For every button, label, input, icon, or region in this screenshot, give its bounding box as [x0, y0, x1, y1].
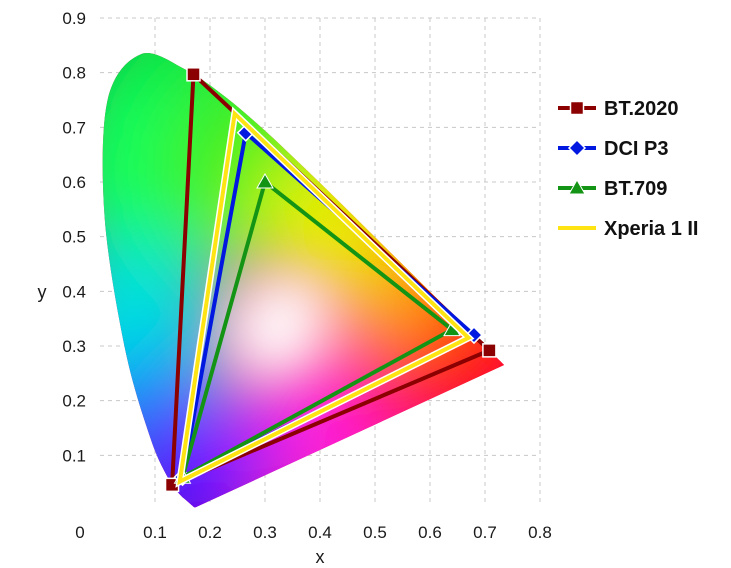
y-tick-label-7: 0.8 — [62, 64, 86, 83]
legend-label-bt-2020: BT.2020 — [604, 98, 679, 120]
y-tick-label-0: 0.1 — [62, 446, 86, 465]
axis-ticks: 0 0.1 0.2 0.3 0.4 0.5 0.6 0.7 0.8 0.1 0.2 0.3 0.4 0.5… — [62, 9, 551, 542]
y-axis-label: y — [38, 282, 47, 302]
x-tick-label-0: 0 — [75, 523, 84, 542]
legend-item-bt-2020: BT.2020 — [558, 98, 679, 120]
y-tick-label-6: 0.7 — [62, 118, 86, 137]
y-tick-label-5: 0.6 — [62, 173, 86, 192]
legend-label-xperia-1-ii: Xperia 1 II — [604, 218, 699, 240]
marker-bt-2020-0 — [482, 343, 497, 358]
y-tick-label-3: 0.4 — [62, 282, 86, 301]
legend-item-xperia-1-ii: Xperia 1 II — [558, 218, 699, 240]
x-axis-label: x — [316, 547, 325, 567]
y-tick-label-2: 0.3 — [62, 337, 86, 356]
x-tick-label-8: 0.8 — [528, 523, 552, 542]
x-tick-label-6: 0.6 — [418, 523, 442, 542]
y-tick-label-1: 0.2 — [62, 392, 86, 411]
legend-marker-bt-709 — [568, 178, 586, 195]
marker-bt-709-1 — [256, 172, 274, 189]
spectral-locus — [102, 53, 505, 508]
legend-item-dci-p3: DCI P3 — [558, 138, 668, 160]
series-xperia-1-ii — [175, 106, 475, 488]
y-tick-label-8: 0.9 — [62, 9, 86, 28]
marker-bt-2020-1 — [186, 67, 201, 82]
legend-item-bt-709: BT.709 — [558, 178, 667, 200]
x-tick-label-4: 0.4 — [308, 523, 332, 542]
triangle-xperia-1-ii — [177, 109, 472, 486]
legend-marker-dci-p3 — [567, 138, 587, 158]
legend-marker-bt-2020 — [569, 100, 585, 116]
x-tick-label-5: 0.5 — [363, 523, 387, 542]
locus-fill — [102, 53, 505, 508]
x-tick-label-7: 0.7 — [473, 523, 497, 542]
x-tick-label-3: 0.3 — [253, 523, 277, 542]
legend-label-bt-709: BT.709 — [604, 178, 667, 200]
y-tick-label-4: 0.5 — [62, 228, 86, 247]
legend-label-dci-p3: DCI P3 — [604, 138, 668, 160]
triangle-bt-709 — [179, 178, 456, 482]
gamut-triangles — [164, 67, 497, 493]
legend: BT.2020 DCI P3 BT.709 Xperia 1 II — [558, 98, 699, 240]
x-tick-label-2: 0.2 — [198, 523, 222, 542]
x-tick-label-1: 0.1 — [143, 523, 167, 542]
